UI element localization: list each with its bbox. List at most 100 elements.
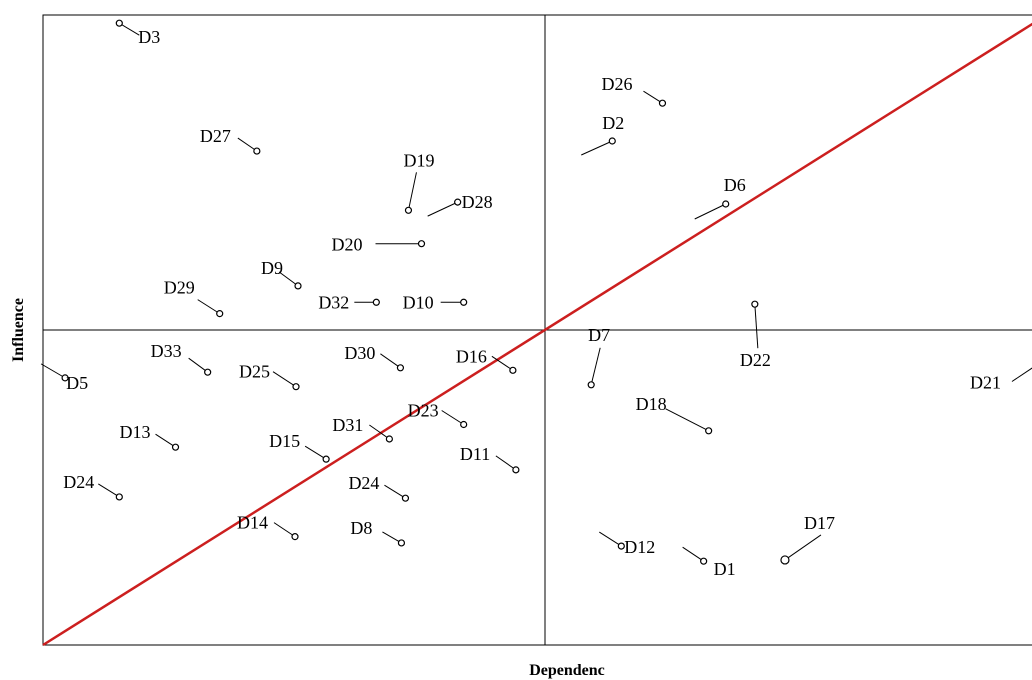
data-point-d28: D28 — [427, 192, 493, 217]
data-point-d29: D29 — [164, 278, 224, 318]
point-label: D17 — [804, 513, 835, 533]
leader-line — [188, 357, 208, 373]
y-axis-title: Influence — [10, 298, 27, 362]
x-axis-title: Dependenc — [529, 662, 605, 679]
point-marker — [700, 557, 708, 565]
data-point-d11: D11 — [460, 444, 520, 474]
point-label: D3 — [138, 27, 160, 47]
leader-line — [495, 455, 517, 471]
leader-line — [304, 445, 327, 460]
leader-line — [581, 140, 613, 156]
data-point-d16: D16 — [456, 346, 517, 374]
point-marker — [417, 240, 426, 248]
point-marker — [385, 435, 393, 443]
point-label: D25 — [239, 362, 270, 382]
point-marker — [396, 364, 405, 372]
point-label: D28 — [462, 192, 493, 212]
point-label: D5 — [66, 373, 88, 393]
leader-line — [155, 433, 176, 448]
point-label: D33 — [151, 341, 182, 361]
point-label: D23 — [408, 401, 439, 421]
point-label: D1 — [714, 559, 736, 579]
leader-line — [754, 304, 759, 349]
leader-line — [441, 410, 464, 425]
point-label: D10 — [403, 292, 434, 312]
point-marker — [658, 99, 667, 107]
point-label: D7 — [588, 325, 610, 345]
point-marker — [115, 19, 123, 27]
points-layer: D3 D26 D2 D27 D19 D28 D6 D20 D9 D29 D32 D10 D22 D7 D5 D… — [40, 19, 1032, 579]
point-label: D32 — [318, 292, 349, 312]
leader-line — [369, 424, 390, 440]
data-point-d12: D12 — [599, 531, 655, 557]
diagonal-reference-line — [42, 22, 1032, 647]
point-marker — [705, 427, 713, 435]
data-point-d31: D31 — [332, 415, 393, 443]
data-point-d9: D9 — [261, 258, 302, 290]
leader-line — [665, 408, 709, 432]
point-marker — [171, 443, 180, 451]
data-point-d18: D18 — [636, 394, 713, 435]
data-point-d5: D5 — [40, 363, 88, 393]
leader-line — [491, 355, 514, 371]
leader-line — [384, 484, 406, 499]
point-marker — [454, 198, 462, 206]
data-point-d2: D2 — [581, 113, 624, 156]
data-point-d1: D1 — [682, 546, 736, 579]
data-point-d32: D32 — [318, 292, 380, 312]
point-marker — [294, 282, 302, 290]
leader-line — [643, 90, 663, 104]
data-point-d10: D10 — [403, 292, 468, 312]
point-label: D24 — [348, 473, 379, 493]
leader-line — [272, 371, 297, 388]
point-marker — [292, 383, 300, 391]
point-marker — [460, 420, 468, 429]
data-point-d14: D14 — [237, 513, 299, 541]
data-point-d30: D30 — [344, 343, 405, 372]
leader-line — [98, 483, 120, 498]
point-marker — [617, 542, 625, 550]
data-point-d17: D17 — [780, 513, 835, 565]
point-label: D30 — [344, 343, 375, 363]
leader-line — [1011, 367, 1032, 382]
point-marker — [216, 310, 224, 318]
leader-line — [119, 22, 140, 36]
leader-line — [197, 299, 220, 315]
leader-line — [273, 522, 296, 538]
point-label: D20 — [332, 235, 363, 255]
point-label: D15 — [269, 431, 300, 451]
data-point-d24: D24 — [63, 472, 123, 501]
leader-line — [784, 534, 822, 561]
leader-line — [382, 531, 402, 544]
point-label: D11 — [460, 444, 490, 464]
point-marker — [372, 298, 380, 306]
data-point-d24: D24 — [348, 473, 410, 502]
point-label: D22 — [740, 350, 771, 370]
point-marker — [780, 555, 790, 565]
leader-line — [590, 347, 601, 385]
data-point-d22: D22 — [740, 300, 771, 370]
leader-line — [407, 172, 417, 211]
point-marker — [587, 381, 595, 389]
data-point-d26: D26 — [601, 74, 667, 107]
point-marker — [608, 137, 616, 145]
leader-line — [694, 203, 726, 220]
point-marker — [204, 368, 212, 376]
leader-line — [40, 363, 66, 379]
point-label: D29 — [164, 278, 195, 298]
point-label: D12 — [624, 537, 655, 557]
point-label: D24 — [63, 472, 94, 492]
point-label: D8 — [350, 518, 372, 538]
data-point-d23: D23 — [408, 401, 468, 429]
data-point-d21: D21 — [970, 367, 1032, 393]
point-marker — [460, 298, 468, 306]
point-marker — [61, 374, 69, 382]
data-point-d13: D13 — [120, 422, 180, 451]
point-label: D18 — [636, 394, 667, 414]
data-point-d15: D15 — [269, 431, 330, 463]
point-label: D9 — [261, 258, 283, 278]
point-label: D27 — [200, 126, 231, 146]
point-marker — [397, 539, 406, 547]
data-point-d8: D8 — [350, 518, 406, 547]
